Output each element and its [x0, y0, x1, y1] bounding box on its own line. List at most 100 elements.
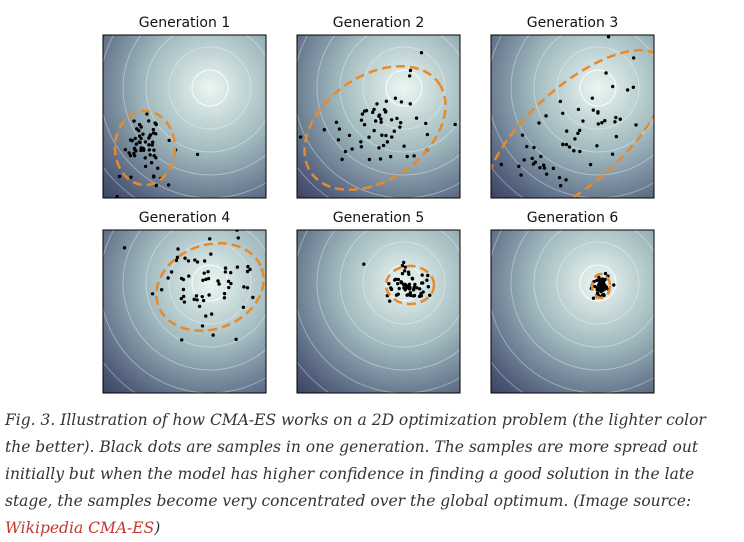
sample-dot — [367, 157, 372, 162]
contour — [339, 230, 460, 348]
sample-dot — [128, 153, 133, 158]
sample-dot — [573, 137, 577, 141]
panel — [296, 229, 461, 394]
contour — [579, 69, 617, 107]
panel-frame — [490, 34, 655, 199]
sample-dot — [558, 184, 563, 188]
sample-dot — [551, 166, 556, 171]
page: Generation 1 Generation 2 Generation 3 Gene… — [5, 15, 706, 537]
sample-dot — [159, 288, 164, 292]
sample-dot — [634, 123, 638, 127]
panel-body — [297, 35, 465, 198]
sample-dot — [578, 128, 582, 133]
sample-dot — [578, 149, 582, 154]
sample-dot — [123, 148, 128, 152]
sample-dot — [600, 121, 604, 125]
sample-dot — [241, 305, 246, 310]
sample-dot — [152, 148, 156, 152]
sample-dot — [127, 151, 131, 155]
source-link[interactable]: Wikipedia CMA-ES — [5, 519, 155, 537]
sample-dot — [385, 140, 390, 144]
sample-dot — [564, 142, 569, 147]
sample-dot — [614, 134, 619, 139]
sample-dot — [542, 166, 547, 170]
sample-dot — [179, 296, 184, 301]
panel — [102, 229, 267, 394]
contour — [362, 241, 446, 325]
sample-dot — [148, 153, 152, 157]
contour — [145, 35, 266, 153]
sample-dot — [359, 118, 364, 122]
sample-dot — [186, 259, 191, 263]
sample-dot — [151, 131, 156, 135]
sample-dot — [393, 96, 398, 100]
sample-dot — [532, 145, 536, 150]
sample-dot — [614, 115, 618, 120]
sample-dot — [139, 125, 143, 129]
background — [491, 230, 654, 393]
sample-dot — [408, 102, 412, 106]
sample-dot — [167, 138, 171, 143]
sample-dot — [195, 298, 199, 302]
sample-dot — [604, 285, 609, 289]
sample-dot — [541, 163, 546, 167]
sample-dot — [298, 135, 303, 139]
contour — [510, 35, 654, 176]
sample-dot — [398, 120, 403, 125]
sample-dot — [246, 264, 250, 269]
sample-dot — [561, 142, 565, 146]
sample-dot — [595, 286, 600, 290]
contour — [339, 35, 460, 153]
sample-dot — [572, 149, 576, 153]
sample-dot — [359, 140, 363, 144]
sample-dot — [169, 270, 174, 274]
sample-dot — [207, 293, 211, 297]
panel-title: Generation 2 — [333, 15, 424, 31]
sample-dot — [601, 292, 606, 297]
sample-dot — [588, 162, 593, 167]
sample-dot — [245, 269, 250, 274]
panel — [490, 34, 655, 224]
sample-dot — [143, 156, 147, 160]
sample-dot — [514, 221, 517, 224]
caption-text: Fig. 3. Illustration of how CMA-ES works… — [5, 411, 706, 510]
sample-dot — [147, 148, 152, 152]
sample-dot — [377, 114, 381, 118]
panel-body — [491, 35, 654, 224]
sample-dot — [379, 120, 383, 124]
sample-dot — [359, 145, 364, 149]
sample-dot — [595, 291, 600, 296]
sample-dot — [453, 122, 457, 127]
figure: Generation 1 Generation 2 Generation 3 Gene… — [102, 15, 655, 394]
sample-dot — [396, 281, 400, 286]
sample-dot — [182, 300, 187, 304]
sample-dot — [525, 144, 529, 149]
sample-dot — [591, 296, 596, 300]
sample-dot — [596, 111, 600, 115]
sample-dot — [611, 84, 615, 89]
sample-dot — [411, 287, 416, 292]
sample-dot — [389, 118, 394, 122]
sample-dot — [204, 314, 208, 318]
sample-dot — [381, 143, 386, 148]
sample-dot — [334, 120, 339, 125]
sample-dot — [519, 173, 523, 177]
sample-dot — [419, 50, 424, 55]
sample-dot — [217, 282, 221, 286]
sample-dot — [181, 294, 186, 299]
sample-dot — [147, 143, 151, 147]
sample-dot — [565, 129, 569, 133]
sample-dot — [428, 293, 432, 298]
sample-dot — [194, 294, 199, 298]
sample-dot — [418, 287, 422, 291]
sample-dot — [558, 99, 563, 104]
sample-dot — [181, 287, 186, 292]
panel-title: Generation 3 — [527, 15, 618, 31]
sample-dot — [462, 103, 465, 106]
sample-dot — [401, 260, 406, 265]
covariance-ellipse — [384, 264, 436, 306]
sample-dot — [133, 136, 137, 141]
sample-dot — [539, 154, 543, 159]
covariance-ellipse — [491, 48, 654, 198]
sample-dot — [576, 107, 581, 112]
